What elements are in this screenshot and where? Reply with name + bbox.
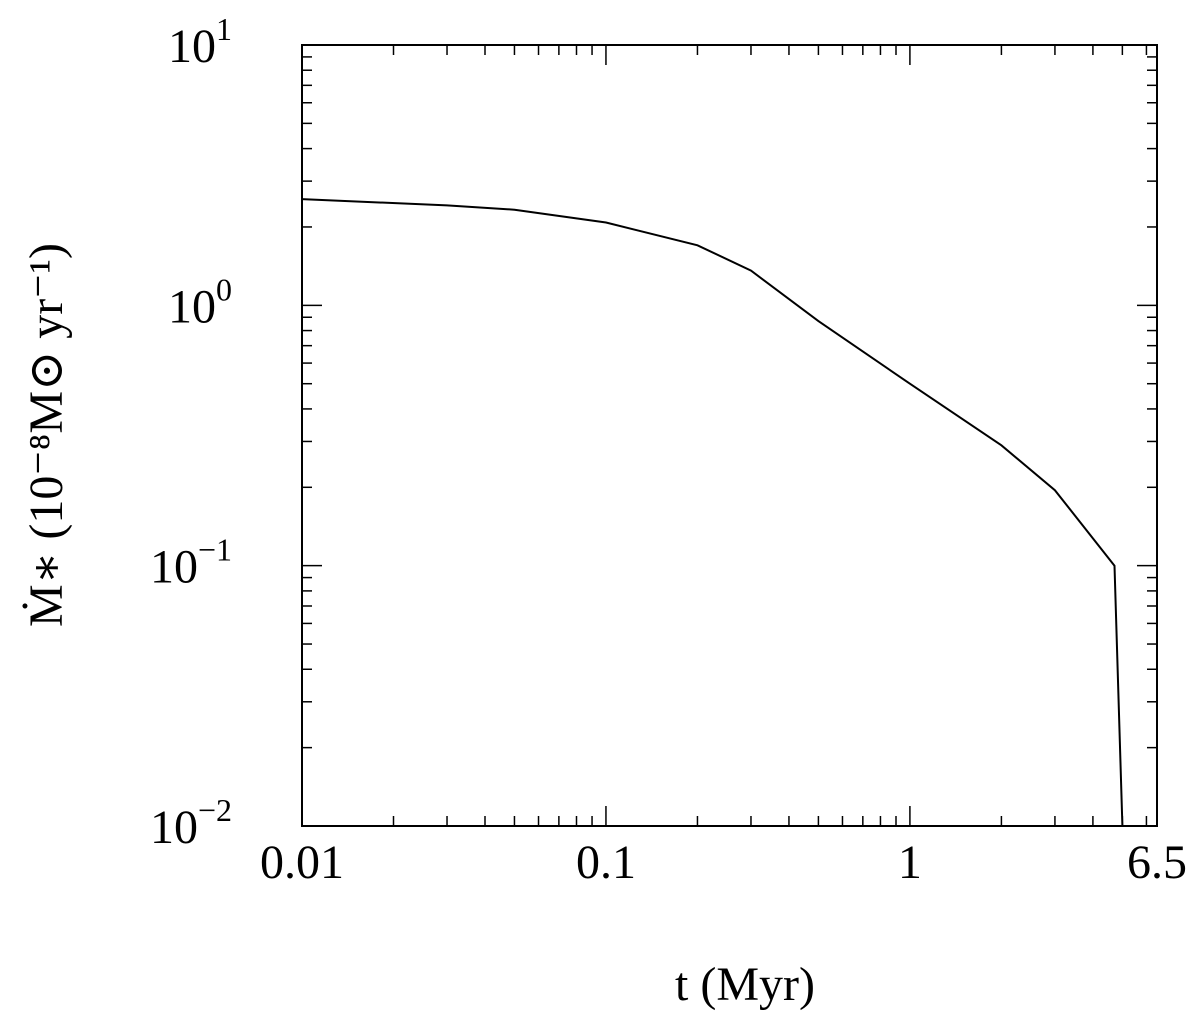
y-tick-label: 10−1: [150, 532, 232, 594]
y-tick-base: 10: [150, 801, 198, 854]
y-axis-label: Ṁ∗ (10⁻⁸M⊙ yr⁻¹): [20, 243, 73, 627]
y-tick-label: 101: [168, 11, 232, 73]
y-tick-base: 10: [150, 541, 198, 594]
y-tick-exponent: −2: [198, 792, 232, 828]
y-tick-exponent: 0: [216, 271, 232, 307]
x-axis-label: t (Myr): [675, 958, 815, 1011]
plot-frame: [301, 44, 1158, 827]
y-tick-base: 10: [168, 20, 216, 73]
x-tick-label: 1: [898, 836, 922, 889]
x-tick-label: 6.5: [1127, 836, 1187, 889]
y-tick-exponent: −1: [198, 532, 232, 568]
data-line: [301, 198, 1124, 827]
y-tick-label: 10−2: [150, 792, 232, 854]
y-tick-exponent: 1: [216, 11, 232, 47]
x-tick-label: 0.01: [260, 836, 344, 889]
x-tick-label: 0.1: [576, 836, 636, 889]
y-tick-label: 100: [168, 271, 232, 333]
y-tick-base: 10: [168, 280, 216, 333]
